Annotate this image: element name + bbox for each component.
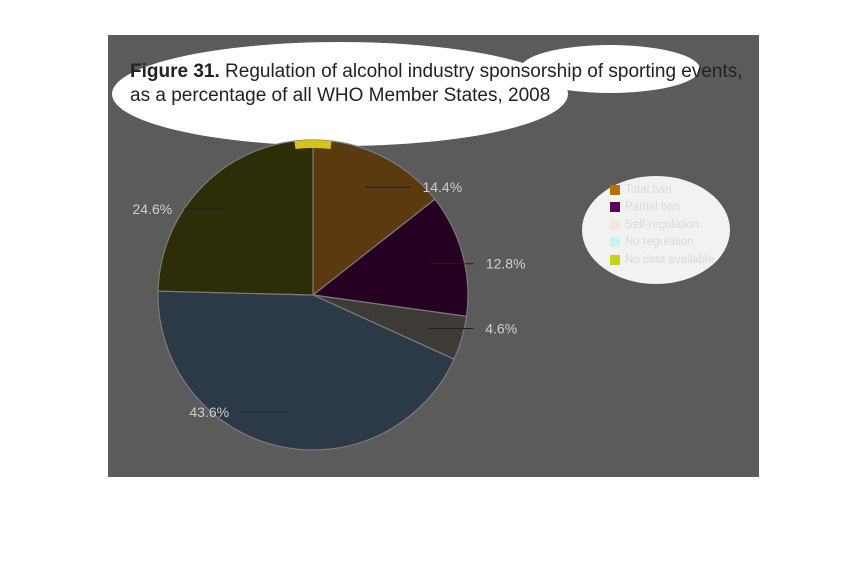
legend-swatch xyxy=(610,237,620,248)
data-label: 43.6% xyxy=(189,404,229,420)
pie-top-highlight xyxy=(294,139,332,150)
pie-slice-no-data-available xyxy=(157,139,314,296)
pie-slice-no-regulation xyxy=(157,290,455,451)
legend-label: Total ban xyxy=(625,183,672,196)
legend-label: Self-regulation xyxy=(625,218,700,231)
legend-highlight xyxy=(582,176,730,284)
data-label: 4.6% xyxy=(485,320,517,336)
figure-title-line2: as a percentage of all WHO Member States… xyxy=(130,85,551,106)
data-label: 14.4% xyxy=(422,179,462,195)
data-label: 12.8% xyxy=(486,256,526,272)
chart-legend: Total ban Partial ban Self-regulation No re… xyxy=(610,181,714,269)
legend-label: No data available xyxy=(625,253,714,266)
figure-number: Figure 31. xyxy=(130,61,220,82)
legend-item-no-data-available: No data available xyxy=(610,251,714,269)
legend-item-no-regulation: No regulation xyxy=(610,234,714,252)
title-highlight-tail xyxy=(520,45,700,93)
legend-item-self-regulation: Self-regulation xyxy=(610,216,714,234)
title-highlight xyxy=(112,42,568,146)
legend-swatch xyxy=(610,184,620,195)
figure-title-line1: Regulation of alcohol industry sponsorsh… xyxy=(225,61,743,82)
legend-label: No regulation xyxy=(625,236,694,249)
data-label: 24.6% xyxy=(133,201,173,217)
figure-title: Figure 31. Regulation of alcohol industr… xyxy=(130,60,750,108)
legend-item-partial-ban: Partial ban xyxy=(610,199,714,217)
legend-swatch xyxy=(610,202,620,213)
legend-swatch xyxy=(610,254,620,265)
pie-slice-partial-ban xyxy=(311,198,469,318)
legend-label: Partial ban xyxy=(625,201,680,214)
legend-item-total-ban: Total ban xyxy=(610,181,714,199)
legend-swatch xyxy=(610,219,620,230)
